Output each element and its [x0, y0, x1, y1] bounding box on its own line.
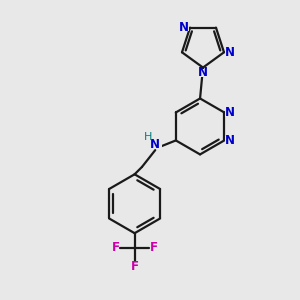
- FancyBboxPatch shape: [225, 108, 234, 117]
- Text: N: N: [225, 46, 235, 59]
- Text: N: N: [150, 138, 160, 151]
- Text: N: N: [225, 106, 235, 119]
- FancyBboxPatch shape: [226, 49, 234, 56]
- Text: N: N: [179, 21, 189, 34]
- FancyBboxPatch shape: [225, 136, 234, 145]
- Text: N: N: [225, 134, 235, 147]
- Text: F: F: [130, 260, 139, 273]
- FancyBboxPatch shape: [148, 140, 162, 149]
- FancyBboxPatch shape: [199, 69, 207, 77]
- Text: H: H: [144, 132, 153, 142]
- FancyBboxPatch shape: [180, 24, 188, 32]
- Text: F: F: [150, 242, 158, 254]
- Text: N: N: [198, 66, 208, 80]
- Text: F: F: [112, 242, 119, 254]
